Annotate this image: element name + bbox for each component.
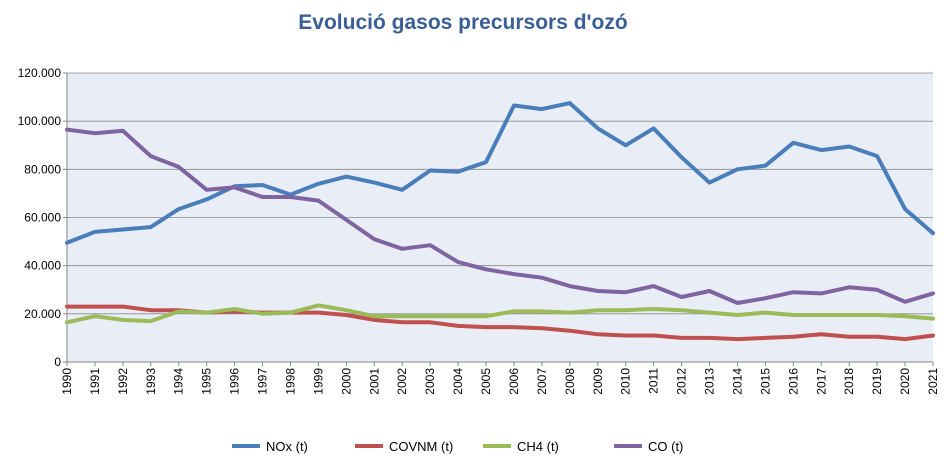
x-tick-label: 2010 xyxy=(619,368,633,395)
x-tick-label: 2007 xyxy=(535,368,549,395)
y-tick-label: 80.000 xyxy=(24,162,61,176)
x-tick-label: 1991 xyxy=(88,368,102,395)
x-tick-label: 2003 xyxy=(423,368,437,395)
chart-title: Evolució gasos precursors d'ozó xyxy=(298,11,627,34)
x-tick-label: 2006 xyxy=(507,368,521,395)
y-tick-label: 120.000 xyxy=(18,66,62,80)
legend: NOx (t) COVNM (t) CH4 (t) CO (t) xyxy=(232,439,683,454)
x-tick-label: 2020 xyxy=(898,368,912,395)
x-tick-label: 2002 xyxy=(395,368,409,395)
x-tick-label: 2005 xyxy=(479,368,493,395)
legend-label: NOx (t) xyxy=(266,439,308,454)
y-tick-label: 100.000 xyxy=(18,114,62,128)
legend-item: CO (t) xyxy=(614,439,683,454)
x-tick-label: 2001 xyxy=(367,368,381,395)
legend-item: CH4 (t) xyxy=(483,439,559,454)
y-tick-label: 0 xyxy=(54,355,61,369)
x-tick-label: 1994 xyxy=(172,368,186,395)
x-tick-label: 1996 xyxy=(228,368,242,395)
legend-label: COVNM (t) xyxy=(389,439,453,454)
axes xyxy=(63,72,934,366)
y-tick-label: 40.000 xyxy=(24,259,61,273)
x-tick-label: 1999 xyxy=(311,368,325,395)
x-tick-label: 2014 xyxy=(730,368,744,395)
x-tick-label: 2009 xyxy=(591,368,605,395)
y-axis-ticks: 0 20.000 40.000 60.000 80.000 100.000 120.000 xyxy=(18,66,62,369)
x-tick-label: 2004 xyxy=(451,368,465,395)
legend-label: CH4 (t) xyxy=(517,439,559,454)
y-tick-label: 20.000 xyxy=(24,307,61,321)
x-tick-label: 2018 xyxy=(842,368,856,395)
series-line-2 xyxy=(65,303,935,325)
legend-item: COVNM (t) xyxy=(355,439,453,454)
x-tick-label: 2021 xyxy=(926,368,940,395)
x-tick-label: 2012 xyxy=(675,368,689,395)
x-tick-label: 1990 xyxy=(60,368,74,395)
x-tick-label: 1997 xyxy=(256,368,270,395)
series-line-0 xyxy=(65,101,935,245)
x-tick-label: 1998 xyxy=(283,368,297,395)
x-tick-label: 2019 xyxy=(870,368,884,395)
x-tick-label: 1993 xyxy=(144,368,158,395)
x-tick-label: 2017 xyxy=(814,368,828,395)
series-line-3 xyxy=(65,127,935,305)
x-tick-label: 2015 xyxy=(758,368,772,395)
legend-label: CO (t) xyxy=(648,439,683,454)
x-tick-label: 2016 xyxy=(786,368,800,395)
y-tick-label: 60.000 xyxy=(24,211,61,225)
x-tick-label: 2008 xyxy=(563,368,577,395)
x-tick-label: 2000 xyxy=(339,368,353,395)
x-tick-label: 2011 xyxy=(647,368,661,394)
x-tick-label: 1995 xyxy=(200,368,214,395)
x-tick-label: 2013 xyxy=(703,368,717,395)
series-lines xyxy=(65,101,935,342)
x-tick-label: 1992 xyxy=(116,368,130,395)
legend-item: NOx (t) xyxy=(232,439,308,454)
x-axis-ticks: 1990 1991 1992 1993 1994 1995 1996 1997 1998 1999… xyxy=(60,368,940,395)
